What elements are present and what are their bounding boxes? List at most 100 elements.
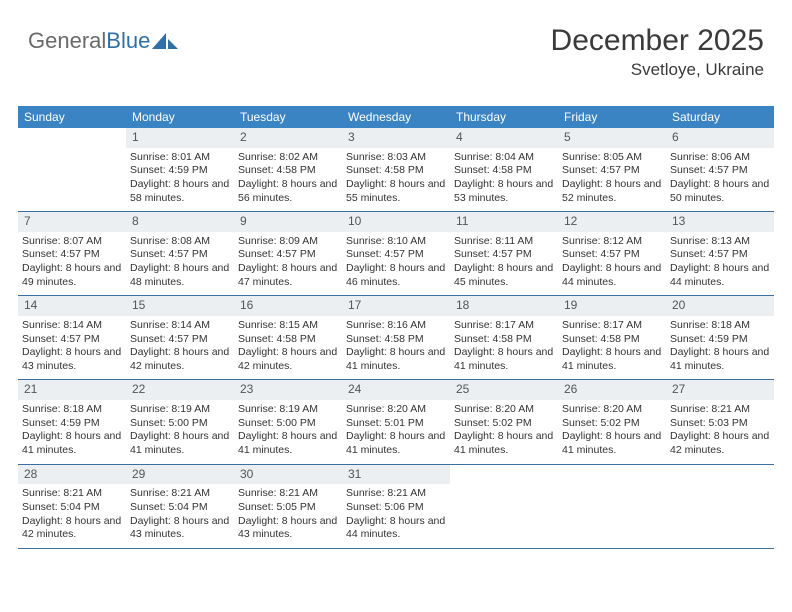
sunrise-text: Sunrise: 8:19 AM — [130, 403, 230, 417]
sunset-text: Sunset: 5:02 PM — [562, 417, 662, 431]
day-number: 22 — [126, 380, 234, 400]
sunrise-text: Sunrise: 8:18 AM — [22, 403, 122, 417]
day-number: 30 — [234, 465, 342, 485]
day-header-cell: Tuesday — [234, 106, 342, 128]
daylight-text: Daylight: 8 hours and 44 minutes. — [670, 262, 770, 289]
sunset-text: Sunset: 5:00 PM — [130, 417, 230, 431]
sunset-text: Sunset: 4:57 PM — [130, 333, 230, 347]
day-number: 20 — [666, 296, 774, 316]
day-cell: 10Sunrise: 8:10 AMSunset: 4:57 PMDayligh… — [342, 212, 450, 295]
day-number: 16 — [234, 296, 342, 316]
day-cell: 20Sunrise: 8:18 AMSunset: 4:59 PMDayligh… — [666, 296, 774, 379]
day-number: 10 — [342, 212, 450, 232]
day-number: 26 — [558, 380, 666, 400]
daylight-text: Daylight: 8 hours and 41 minutes. — [22, 430, 122, 457]
sunrise-text: Sunrise: 8:12 AM — [562, 235, 662, 249]
week-row: 21Sunrise: 8:18 AMSunset: 4:59 PMDayligh… — [18, 380, 774, 464]
sunrise-text: Sunrise: 8:16 AM — [346, 319, 446, 333]
day-cell — [18, 128, 126, 211]
sunrise-text: Sunrise: 8:15 AM — [238, 319, 338, 333]
day-number: 28 — [18, 465, 126, 485]
day-number: 25 — [450, 380, 558, 400]
daylight-text: Daylight: 8 hours and 41 minutes. — [130, 430, 230, 457]
sunset-text: Sunset: 4:58 PM — [346, 333, 446, 347]
sunset-text: Sunset: 4:58 PM — [454, 164, 554, 178]
day-number: 1 — [126, 128, 234, 148]
day-cell: 9Sunrise: 8:09 AMSunset: 4:57 PMDaylight… — [234, 212, 342, 295]
sunrise-text: Sunrise: 8:13 AM — [670, 235, 770, 249]
day-cell — [666, 465, 774, 548]
daylight-text: Daylight: 8 hours and 52 minutes. — [562, 178, 662, 205]
day-number: 27 — [666, 380, 774, 400]
logo-sail-icon — [152, 31, 178, 51]
daylight-text: Daylight: 8 hours and 53 minutes. — [454, 178, 554, 205]
sunrise-text: Sunrise: 8:02 AM — [238, 151, 338, 165]
sunrise-text: Sunrise: 8:04 AM — [454, 151, 554, 165]
sunrise-text: Sunrise: 8:14 AM — [130, 319, 230, 333]
day-number: 12 — [558, 212, 666, 232]
sunrise-text: Sunrise: 8:07 AM — [22, 235, 122, 249]
day-cell: 7Sunrise: 8:07 AMSunset: 4:57 PMDaylight… — [18, 212, 126, 295]
sunrise-text: Sunrise: 8:17 AM — [562, 319, 662, 333]
sunset-text: Sunset: 4:57 PM — [562, 248, 662, 262]
logo-text-1: General — [28, 28, 106, 54]
daylight-text: Daylight: 8 hours and 42 minutes. — [238, 346, 338, 373]
daylight-text: Daylight: 8 hours and 43 minutes. — [22, 346, 122, 373]
daylight-text: Daylight: 8 hours and 49 minutes. — [22, 262, 122, 289]
day-cell: 14Sunrise: 8:14 AMSunset: 4:57 PMDayligh… — [18, 296, 126, 379]
day-cell: 17Sunrise: 8:16 AMSunset: 4:58 PMDayligh… — [342, 296, 450, 379]
week-row: 28 Sunrise: 8:21 AM Sunset: 5:04 PM Dayligh… — [18, 465, 774, 549]
sunrise-text: Sunrise: 8:11 AM — [454, 235, 554, 249]
day-cell: 29Sunrise: 8:21 AMSunset: 5:04 PMDayligh… — [126, 465, 234, 548]
day-cell: 1Sunrise: 8:01 AMSunset: 4:59 PMDaylight… — [126, 128, 234, 211]
day-number: 5 — [558, 128, 666, 148]
sunset-text: Sunset: 5:03 PM — [670, 417, 770, 431]
daylight-text: Daylight: 8 hours and 41 minutes. — [562, 430, 662, 457]
day-number: 19 — [558, 296, 666, 316]
day-header-cell: Sunday — [18, 106, 126, 128]
day-number: 17 — [342, 296, 450, 316]
day-cell: 15Sunrise: 8:14 AMSunset: 4:57 PMDayligh… — [126, 296, 234, 379]
sunset-text: Sunset: 5:04 PM — [22, 501, 122, 515]
day-cell: 13Sunrise: 8:13 AMSunset: 4:57 PMDayligh… — [666, 212, 774, 295]
week-row: 14 Sunrise: 8:14 AMSunset: 4:57 PM Dayligh… — [18, 296, 774, 380]
day-cell: 12Sunrise: 8:12 AMSunset: 4:57 PMDayligh… — [558, 212, 666, 295]
day-cell: 24Sunrise: 8:20 AMSunset: 5:01 PMDayligh… — [342, 380, 450, 463]
day-cell — [558, 465, 666, 548]
sunset-text: Sunset: 4:57 PM — [670, 164, 770, 178]
daylight-text: Daylight: 8 hours and 42 minutes. — [670, 430, 770, 457]
sunset-text: Sunset: 5:02 PM — [454, 417, 554, 431]
sunrise-text: Sunrise: 8:10 AM — [346, 235, 446, 249]
sunrise-text: Sunrise: 8:01 AM — [130, 151, 230, 165]
sunrise-text: Sunrise: 8:19 AM — [238, 403, 338, 417]
logo-text-2: Blue — [106, 28, 150, 54]
day-number: 4 — [450, 128, 558, 148]
daylight-text: Daylight: 8 hours and 43 minutes. — [130, 515, 230, 542]
day-cell: 2Sunrise: 8:02 AMSunset: 4:58 PMDaylight… — [234, 128, 342, 211]
sunset-text: Sunset: 4:57 PM — [238, 248, 338, 262]
day-number: 6 — [666, 128, 774, 148]
day-number: 31 — [342, 465, 450, 485]
sunrise-text: Sunrise: 8:05 AM — [562, 151, 662, 165]
day-number: 18 — [450, 296, 558, 316]
sunset-text: Sunset: 4:57 PM — [22, 248, 122, 262]
daylight-text: Daylight: 8 hours and 43 minutes. — [238, 515, 338, 542]
sunset-text: Sunset: 4:57 PM — [454, 248, 554, 262]
day-cell: 19Sunrise: 8:17 AMSunset: 4:58 PMDayligh… — [558, 296, 666, 379]
daylight-text: Daylight: 8 hours and 58 minutes. — [130, 178, 230, 205]
daylight-text: Daylight: 8 hours and 41 minutes. — [346, 430, 446, 457]
day-number: 9 — [234, 212, 342, 232]
day-cell: 27Sunrise: 8:21 AMSunset: 5:03 PMDayligh… — [666, 380, 774, 463]
calendar: SundayMondayTuesdayWednesdayThursdayFrid… — [18, 106, 774, 549]
day-cell: 31Sunrise: 8:21 AMSunset: 5:06 PMDayligh… — [342, 465, 450, 548]
daylight-text: Daylight: 8 hours and 41 minutes. — [454, 430, 554, 457]
day-cell: 6Sunrise: 8:06 AMSunset: 4:57 PMDaylight… — [666, 128, 774, 211]
sunrise-text: Sunrise: 8:03 AM — [346, 151, 446, 165]
day-header-cell: Thursday — [450, 106, 558, 128]
sunset-text: Sunset: 5:05 PM — [238, 501, 338, 515]
sunrise-text: Sunrise: 8:21 AM — [238, 487, 338, 501]
day-number: 11 — [450, 212, 558, 232]
day-number: 21 — [18, 380, 126, 400]
day-number: 14 — [18, 296, 126, 316]
day-cell: 5Sunrise: 8:05 AMSunset: 4:57 PMDaylight… — [558, 128, 666, 211]
